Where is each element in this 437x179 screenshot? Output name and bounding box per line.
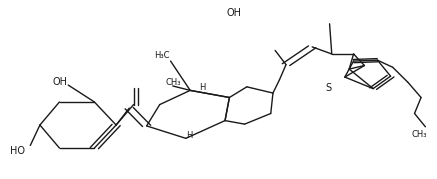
Text: S: S	[325, 83, 331, 93]
Text: HO: HO	[10, 146, 25, 156]
Text: CH₃: CH₃	[165, 78, 180, 87]
Text: CH₃: CH₃	[411, 130, 427, 139]
Text: OH: OH	[52, 76, 67, 86]
Text: H: H	[186, 131, 192, 140]
Text: OH: OH	[226, 8, 241, 18]
Text: H₃C: H₃C	[154, 51, 170, 60]
Text: H: H	[199, 83, 205, 92]
